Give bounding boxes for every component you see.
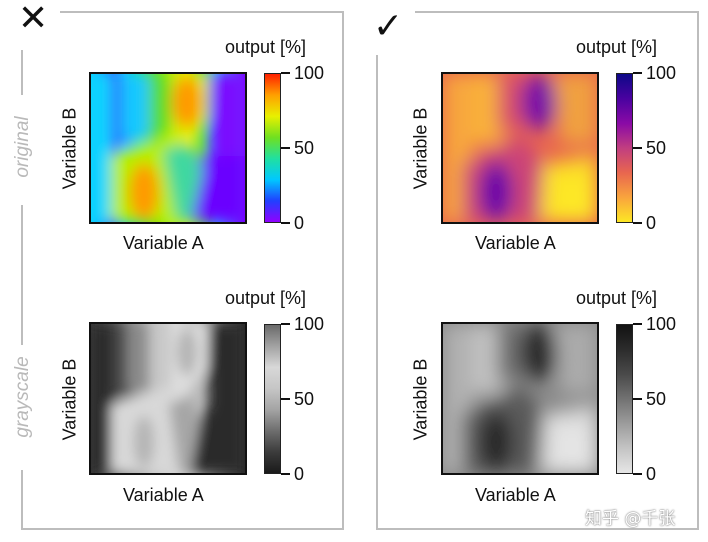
x-axis-label: Variable A [123,485,204,505]
colorbar-tick [281,72,290,74]
colorbar-tick [633,323,642,325]
colorbar-title: output [%] [576,288,658,308]
check-icon: ✓ [373,6,404,47]
right-frame [376,11,699,530]
watermark: 知乎 @千张 [585,509,676,529]
y-axis-label: Variable B [59,358,80,441]
colorbar [264,324,281,474]
colorbar [264,73,281,223]
y-axis-label: Variable B [410,358,431,441]
colorbar-tick [633,72,642,74]
colorbar-tick [281,147,290,149]
colorbar-tick-label: 100 [294,63,325,83]
heatmap-plot [441,322,599,475]
heatmap-plot [441,72,599,224]
colorbar [616,73,633,223]
colorbar-tick-label: 50 [294,389,315,409]
heatmap-rainbow [91,74,245,222]
y-axis-label: Variable B [410,107,431,190]
colorbar-tick [281,473,290,475]
cross-icon: ✕ [18,0,49,39]
colorbar-title: output [%] [225,37,307,57]
heatmap-plasma [443,74,597,222]
colorbar-tick-label: 50 [646,138,667,158]
colorbar-tick [281,323,290,325]
colorbar-title: output [%] [225,288,307,308]
colorbar-tick-label: 0 [646,213,657,233]
colorbar-title: output [%] [576,37,658,57]
y-axis-label: Variable B [59,107,80,190]
colorbar [616,324,633,474]
heatmap-rainbow-gray [91,324,245,473]
colorbar-tick-label: 100 [646,314,677,334]
colorbar-tick [633,398,642,400]
side-label-grayscale: grayscale [12,356,33,438]
colorbar-tick [633,147,642,149]
heatmap-plasma-gray [443,324,597,473]
colorbar-tick-label: 0 [294,213,305,233]
side-label-original: original [12,116,33,178]
x-axis-label: Variable A [475,485,556,505]
colorbar-tick-label: 50 [646,389,667,409]
colorbar-tick-label: 100 [646,63,677,83]
x-axis-label: Variable A [123,233,204,253]
colorbar-tick [633,473,642,475]
left-frame [21,11,344,530]
heatmap-plot [89,322,247,475]
colorbar-tick [633,222,642,224]
colorbar-tick-label: 0 [294,464,305,484]
colorbar-tick [281,222,290,224]
colorbar-tick-label: 0 [646,464,657,484]
colorbar-tick [281,398,290,400]
x-axis-label: Variable A [475,233,556,253]
colorbar-tick-label: 100 [294,314,325,334]
heatmap-plot [89,72,247,224]
colorbar-tick-label: 50 [294,138,315,158]
